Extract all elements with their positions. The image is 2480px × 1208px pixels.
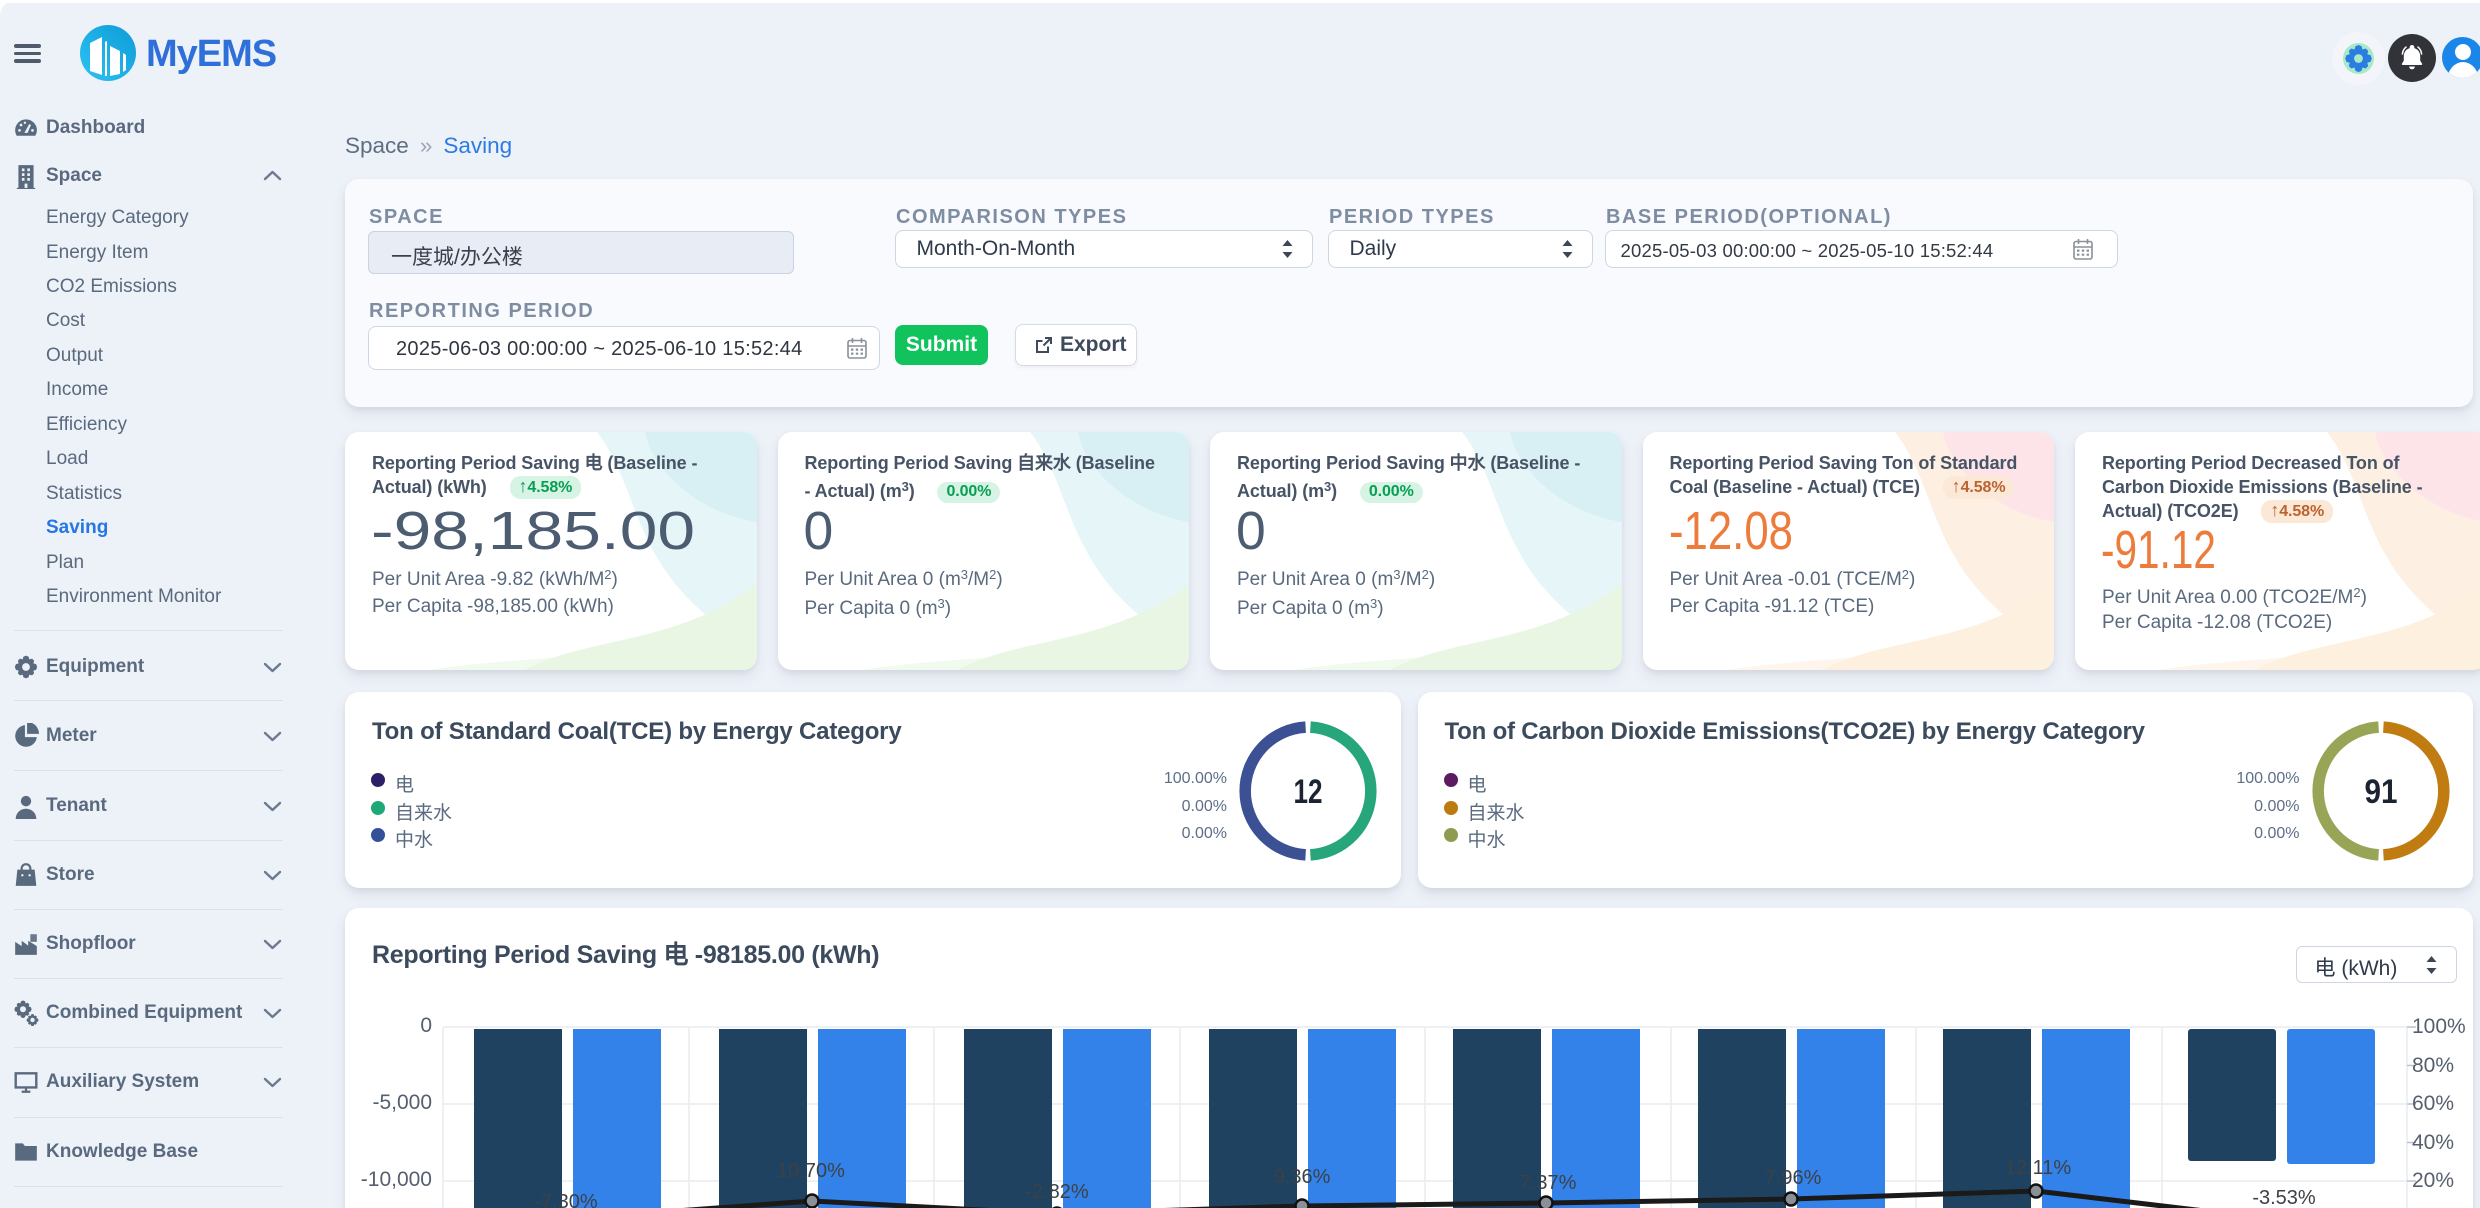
- svg-text:91: 91: [2364, 773, 2397, 811]
- svg-text:12: 12: [1294, 773, 1323, 811]
